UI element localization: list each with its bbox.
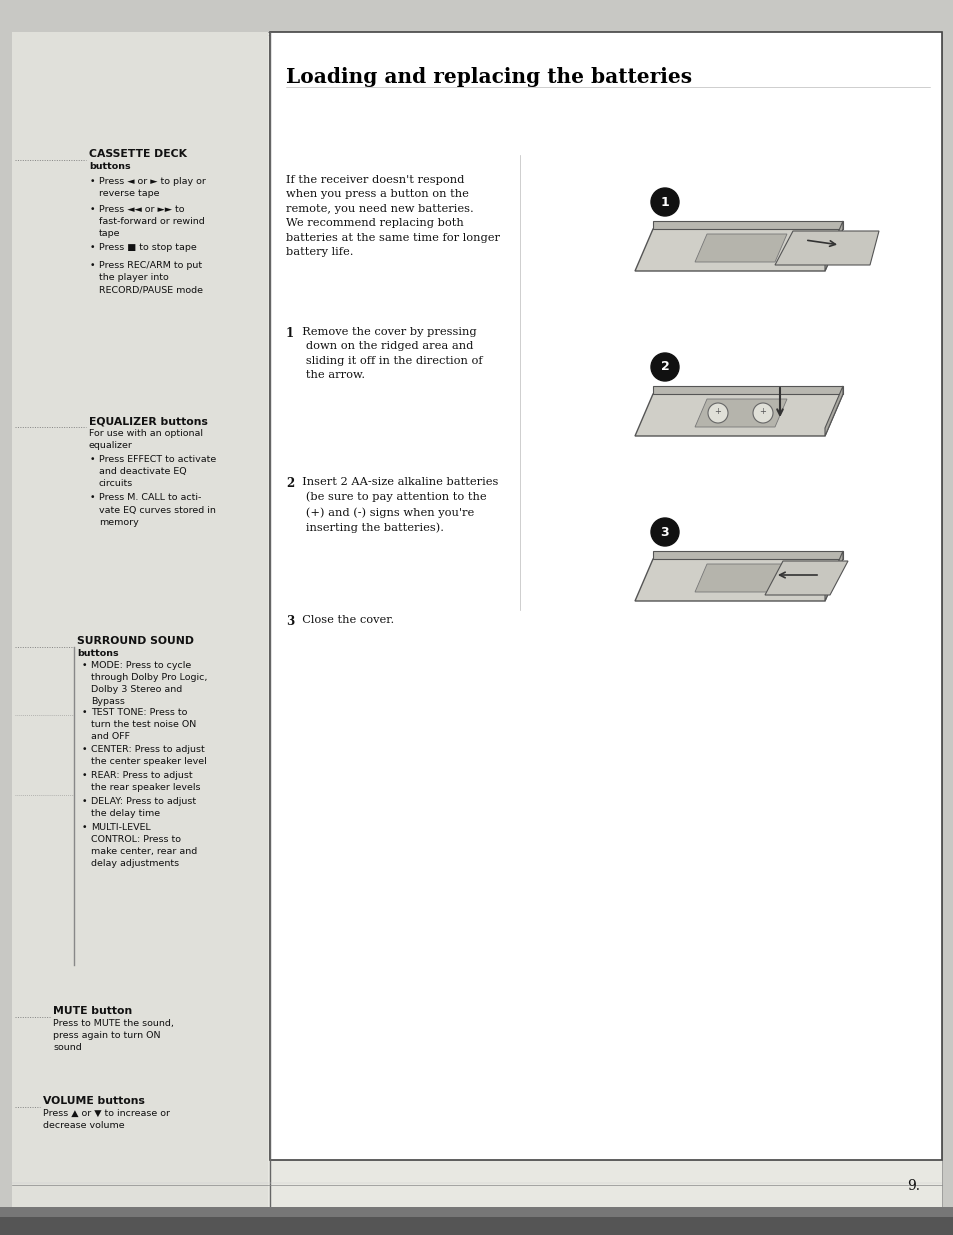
Circle shape	[650, 188, 679, 216]
Circle shape	[752, 403, 772, 424]
Text: buttons: buttons	[89, 162, 131, 170]
Text: 3: 3	[660, 526, 669, 538]
Text: Close the cover.: Close the cover.	[294, 615, 394, 625]
Text: Insert 2 AA-size alkaline batteries
   (be sure to pay attention to the
   (+) a: Insert 2 AA-size alkaline batteries (be …	[294, 477, 497, 532]
Circle shape	[650, 353, 679, 382]
Polygon shape	[764, 561, 847, 595]
Text: For use with an optional
equalizer: For use with an optional equalizer	[89, 429, 203, 450]
Polygon shape	[695, 399, 786, 427]
Text: MULTI-LEVEL
CONTROL: Press to
make center, rear and
delay adjustments: MULTI-LEVEL CONTROL: Press to make cente…	[91, 823, 197, 868]
Text: MODE: Press to cycle
through Dolby Pro Logic,
Dolby 3 Stereo and
Bypass: MODE: Press to cycle through Dolby Pro L…	[91, 661, 207, 706]
Text: 1: 1	[286, 327, 294, 340]
Text: Press REC/ARM to put
the player into
RECORD/PAUSE mode: Press REC/ARM to put the player into REC…	[99, 261, 203, 294]
Text: Press ▲ or ▼ to increase or
decrease volume: Press ▲ or ▼ to increase or decrease vol…	[43, 1109, 170, 1130]
Text: •: •	[90, 454, 94, 464]
Text: +: +	[714, 408, 720, 416]
Polygon shape	[635, 394, 842, 436]
Text: CASSETTE DECK: CASSETTE DECK	[89, 149, 187, 159]
Text: 2: 2	[659, 361, 669, 373]
Text: Press ◄◄ or ►► to
fast-forward or rewind
tape: Press ◄◄ or ►► to fast-forward or rewind…	[99, 205, 205, 238]
Bar	[270, 32, 941, 1160]
Bar	[0, 1216, 953, 1235]
Text: •: •	[90, 177, 94, 186]
Text: 3: 3	[286, 615, 294, 629]
Text: 9.: 9.	[906, 1179, 919, 1193]
Text: +: +	[759, 408, 765, 416]
Circle shape	[650, 517, 679, 546]
Text: CENTER: Press to adjust
the center speaker level: CENTER: Press to adjust the center speak…	[91, 745, 207, 766]
Text: Loading and replacing the batteries: Loading and replacing the batteries	[286, 67, 691, 86]
Polygon shape	[652, 551, 842, 559]
Text: TEST TONE: Press to
turn the test noise ON
and OFF: TEST TONE: Press to turn the test noise …	[91, 708, 196, 741]
Text: buttons: buttons	[77, 650, 118, 658]
Text: •: •	[81, 797, 87, 805]
Text: Press ◄ or ► to play or
reverse tape: Press ◄ or ► to play or reverse tape	[99, 177, 206, 198]
Text: SURROUND SOUND: SURROUND SOUND	[77, 636, 193, 646]
Text: EQUALIZER buttons: EQUALIZER buttons	[89, 416, 208, 426]
Text: Press ■ to stop tape: Press ■ to stop tape	[99, 243, 196, 252]
Text: 2: 2	[286, 477, 294, 490]
Text: •: •	[81, 708, 87, 718]
Text: •: •	[90, 494, 94, 503]
Text: If the receiver doesn't respond
when you press a button on the
remote, you need : If the receiver doesn't respond when you…	[286, 175, 499, 257]
Text: VOLUME buttons: VOLUME buttons	[43, 1095, 145, 1107]
Text: •: •	[90, 205, 94, 214]
Polygon shape	[774, 231, 878, 266]
Text: •: •	[81, 745, 87, 753]
Text: Press to MUTE the sound,
press again to turn ON
sound: Press to MUTE the sound, press again to …	[53, 1019, 173, 1052]
Text: •: •	[81, 823, 87, 831]
Polygon shape	[652, 387, 842, 394]
Circle shape	[707, 403, 727, 424]
Text: •: •	[81, 771, 87, 779]
Bar	[0, 1207, 953, 1216]
Text: •: •	[81, 661, 87, 671]
Polygon shape	[652, 221, 842, 228]
Polygon shape	[695, 564, 786, 592]
Polygon shape	[824, 551, 842, 601]
Polygon shape	[824, 387, 842, 436]
Text: •: •	[90, 261, 94, 270]
Text: •: •	[90, 243, 94, 252]
Text: DELAY: Press to adjust
the delay time: DELAY: Press to adjust the delay time	[91, 797, 196, 818]
Polygon shape	[635, 559, 842, 601]
Text: Remove the cover by pressing
   down on the ridged area and
   sliding it off in: Remove the cover by pressing down on the…	[294, 327, 482, 380]
Polygon shape	[695, 233, 786, 262]
Polygon shape	[635, 228, 842, 270]
Text: REAR: Press to adjust
the rear speaker levels: REAR: Press to adjust the rear speaker l…	[91, 771, 200, 792]
Text: Press M. CALL to acti-
vate EQ curves stored in
memory: Press M. CALL to acti- vate EQ curves st…	[99, 494, 215, 527]
Text: 1: 1	[659, 195, 669, 209]
Polygon shape	[824, 221, 842, 270]
Bar	[12, 32, 268, 1210]
Text: Press EFFECT to activate
and deactivate EQ
circuits: Press EFFECT to activate and deactivate …	[99, 454, 216, 488]
Text: MUTE button: MUTE button	[53, 1007, 132, 1016]
